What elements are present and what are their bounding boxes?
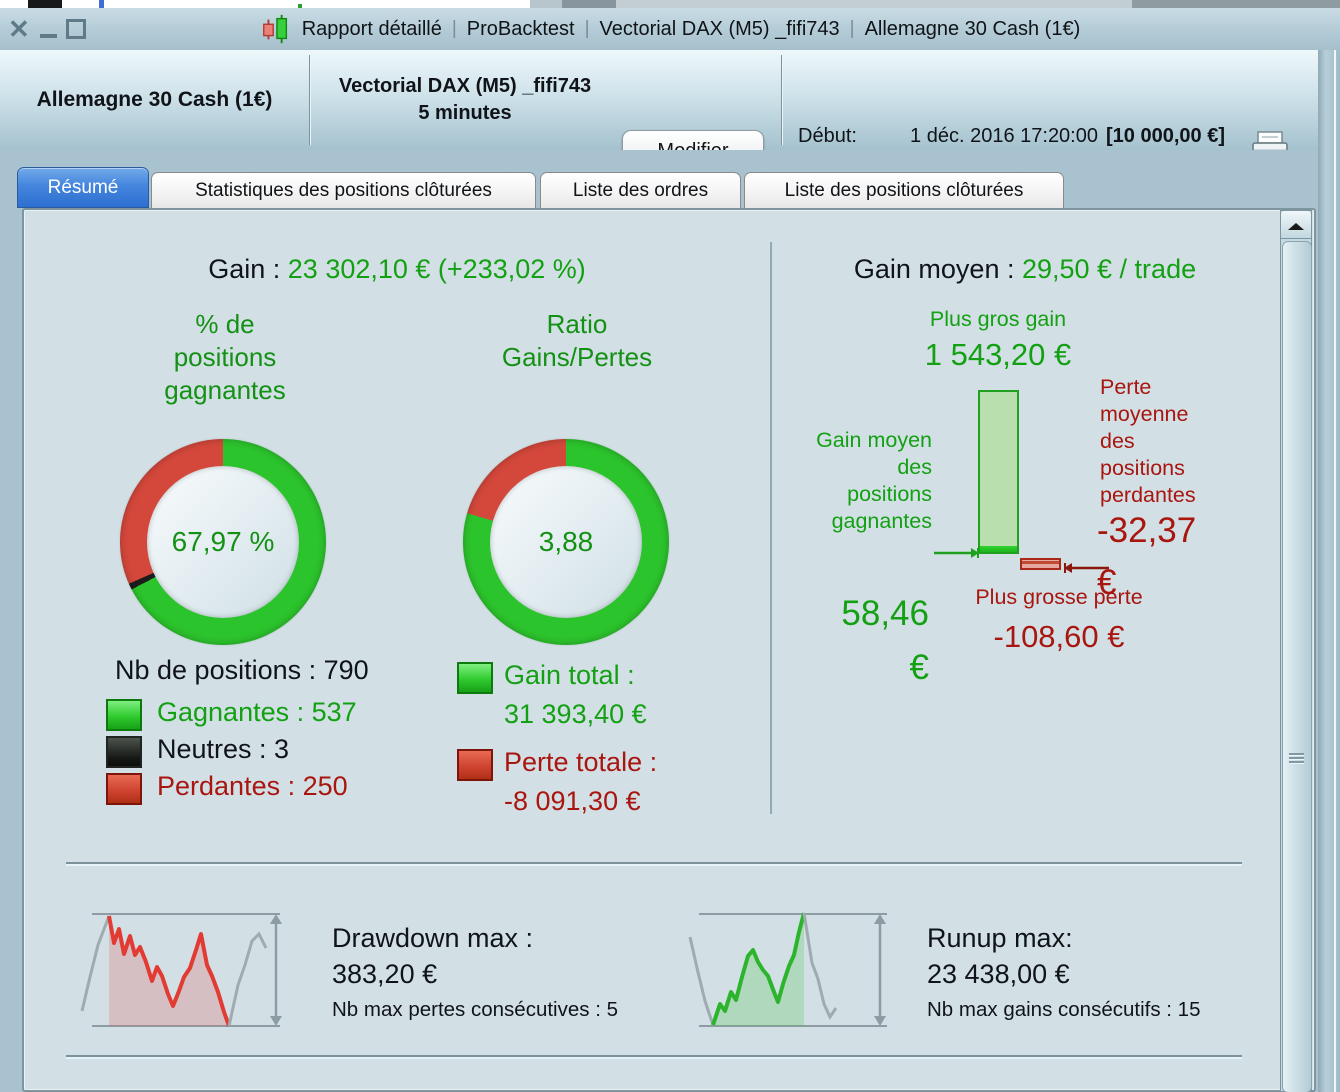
background-window-edge bbox=[0, 0, 1340, 8]
loss-total-swatch bbox=[457, 749, 493, 781]
ratio-value: 3,88 bbox=[538, 526, 594, 557]
maximize-icon[interactable] bbox=[66, 8, 86, 50]
losers-swatch bbox=[106, 773, 142, 805]
title-separator: | bbox=[451, 18, 457, 39]
gain-total: Gain total : 31 393,40 € bbox=[504, 660, 647, 730]
tab-bar: Résumé Statistiques des positions clôtur… bbox=[0, 150, 1340, 208]
avg-loss-arrow bbox=[1064, 563, 1109, 573]
tab-statistiques[interactable]: Statistiques des positions clôturées bbox=[151, 172, 536, 208]
tab-resume[interactable]: Résumé bbox=[17, 167, 149, 208]
separator-line bbox=[66, 862, 1242, 864]
biggest-loss-label: Plus grosse perte bbox=[975, 585, 1143, 609]
winners-count: Gagnantes : 537 bbox=[157, 697, 357, 727]
ratio-title: Ratio Gains/Pertes bbox=[501, 309, 653, 372]
gain-value: 23 302,10 € (+233,02 %) bbox=[287, 254, 586, 284]
winning-pct-value: 67,97 % bbox=[171, 526, 275, 557]
avg-gain-label: Gain moyen : bbox=[853, 254, 1022, 284]
runup-chart-icon bbox=[688, 912, 887, 1027]
winning-pct-title: % de positions gagnantes bbox=[164, 309, 286, 405]
runup-value: 23 438,00 € bbox=[927, 959, 1070, 989]
biggest-gain-value: 1 543,20 € bbox=[924, 337, 1072, 372]
up-arrow-icon bbox=[1288, 223, 1304, 230]
title-part-system: Vectorial DAX (M5) _fifi743 bbox=[599, 17, 840, 40]
summary-panel: Gain : 23 302,10 € (+233,02 %) % de posi… bbox=[22, 208, 1316, 1092]
title-part-report: Rapport détaillé bbox=[301, 17, 442, 40]
start-datetime: 1 déc. 2016 17:20:00 bbox=[910, 125, 1098, 147]
start-label: Début: bbox=[798, 125, 857, 147]
tab-liste-positions[interactable]: Liste des positions clôturées bbox=[744, 172, 1064, 208]
drawdown-block: Drawdown max : 383,20 € Nb max pertes co… bbox=[332, 920, 618, 1022]
avg-gain-headline: Gain moyen : 29,50 € / trade bbox=[780, 254, 1270, 285]
gain-label: Gain : bbox=[208, 254, 288, 284]
candlestick-icon bbox=[262, 14, 287, 44]
title-separator: | bbox=[849, 18, 855, 39]
drawdown-label: Drawdown max : bbox=[332, 923, 534, 953]
loss-total: Perte totale : -8 091,30 € bbox=[504, 747, 657, 817]
title-bar: ✕ Rapport détaillé | ProBacktest | Vecto… bbox=[0, 8, 1340, 51]
header-divider bbox=[781, 55, 782, 145]
neutrals-count: Neutres : 3 bbox=[157, 734, 290, 764]
ratio-donut: 3,88 bbox=[463, 439, 669, 645]
avg-loss-marker-band bbox=[1022, 561, 1059, 564]
window-title: Rapport détaillé | ProBacktest | Vectori… bbox=[260, 13, 1081, 45]
gain-total-swatch bbox=[457, 662, 493, 694]
instrument-name: Allemagne 30 Cash (1€) bbox=[36, 88, 273, 111]
close-icon[interactable]: ✕ bbox=[8, 14, 30, 44]
title-part-app: ProBacktest bbox=[466, 17, 575, 40]
avg-win-marker-band bbox=[980, 546, 1017, 552]
runup-consecutive: Nb max gains consécutifs : 15 bbox=[927, 998, 1201, 1021]
avg-loss-value: -32,37 € bbox=[1097, 511, 1197, 602]
losers-count: Perdantes : 250 bbox=[157, 771, 348, 801]
avg-win-value: 58,46 € bbox=[841, 594, 929, 687]
start-capital: [10 000,00 €] bbox=[1106, 125, 1225, 147]
loss-total-value: -8 091,30 € bbox=[504, 786, 641, 816]
report-header: Allemagne 30 Cash (1€) Vectorial DAX (M5… bbox=[0, 50, 1340, 175]
scroll-up-button[interactable] bbox=[1281, 211, 1311, 239]
neutrals-swatch bbox=[106, 736, 142, 768]
gain-headline: Gain : 23 302,10 € (+233,02 %) bbox=[24, 254, 770, 285]
biggest-loss-value: -108,60 € bbox=[993, 619, 1125, 654]
separator-line bbox=[66, 1055, 1242, 1057]
runup-block: Runup max: 23 438,00 € Nb max gains cons… bbox=[927, 920, 1200, 1022]
trading-system-name: Vectorial DAX (M5) _fifi743 5 minutes bbox=[315, 50, 615, 150]
drawdown-consecutive: Nb max pertes consécutives : 5 bbox=[332, 998, 618, 1021]
runup-label: Runup max: bbox=[927, 923, 1073, 953]
system-name-line: Vectorial DAX (M5) _fifi743 bbox=[338, 75, 592, 97]
gain-total-value: 31 393,40 € bbox=[504, 699, 647, 729]
winners-swatch bbox=[106, 699, 142, 731]
drawdown-value: 383,20 € bbox=[332, 959, 438, 989]
biggest-gain-bar bbox=[978, 390, 1019, 554]
vertical-scrollbar[interactable] bbox=[1280, 210, 1312, 1092]
avg-win-arrow bbox=[934, 548, 979, 558]
gain-total-label: Gain total : bbox=[504, 660, 635, 690]
header-divider bbox=[309, 55, 310, 145]
minimize-icon[interactable] bbox=[40, 8, 57, 50]
biggest-loss-bar bbox=[1020, 558, 1061, 570]
title-separator: | bbox=[584, 18, 590, 39]
avg-gain-value: 29,50 € / trade bbox=[1021, 254, 1197, 284]
drawdown-chart-icon bbox=[80, 913, 282, 1027]
panel-divider bbox=[770, 242, 772, 814]
window-edge bbox=[1318, 50, 1340, 1092]
scrollbar-thumb[interactable] bbox=[1282, 241, 1312, 1092]
avg-win-label: Gain moyen des positions gagnantes bbox=[816, 428, 932, 533]
tab-liste-ordres[interactable]: Liste des ordres bbox=[540, 172, 741, 208]
title-part-instrument: Allemagne 30 Cash (1€) bbox=[864, 17, 1081, 40]
loss-total-label: Perte totale : bbox=[504, 747, 658, 777]
avg-loss-label: Perte moyenne des positions perdantes bbox=[1100, 375, 1196, 507]
winning-pct-donut: 67,97 % bbox=[120, 439, 326, 645]
timeframe-label: 5 minutes bbox=[418, 102, 512, 124]
nb-positions: Nb de positions : 790 bbox=[115, 655, 369, 685]
biggest-gain-label: Plus gros gain bbox=[929, 307, 1067, 331]
scrollbar-grip-icon bbox=[1289, 751, 1304, 765]
